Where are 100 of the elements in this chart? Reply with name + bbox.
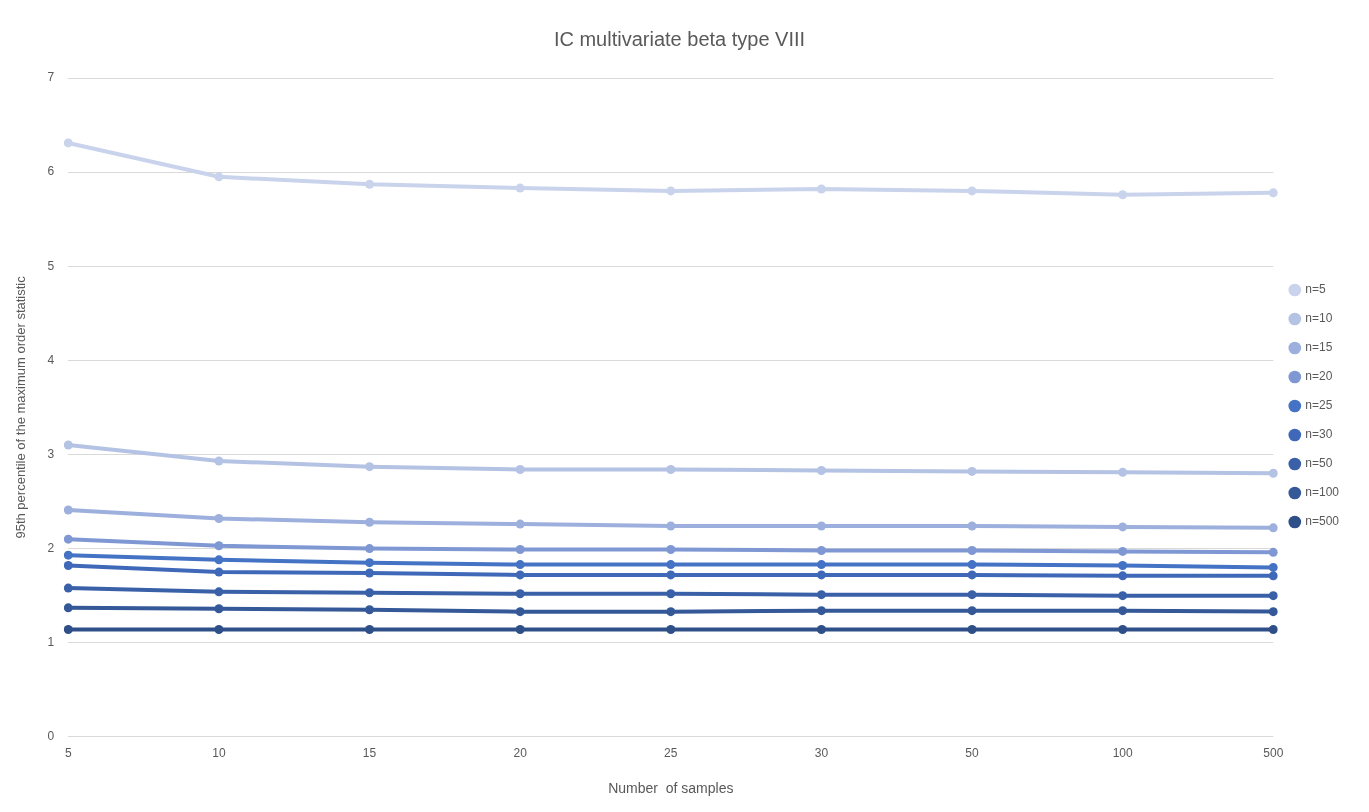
point [967, 560, 977, 570]
x-tick-label: 50 [965, 746, 980, 761]
y-tick-label: 7 [47, 70, 55, 85]
point [515, 183, 525, 193]
point [515, 519, 525, 529]
point [666, 589, 676, 599]
point [816, 570, 826, 580]
point [967, 186, 977, 196]
point [515, 625, 525, 635]
point [214, 625, 224, 635]
x-tick-label: 100 [1112, 746, 1133, 761]
point [63, 138, 73, 148]
point [1118, 467, 1128, 477]
point [365, 605, 375, 615]
point [365, 544, 375, 554]
point [365, 179, 375, 189]
x-tick-label: 30 [814, 746, 829, 761]
point [214, 456, 224, 466]
point [816, 465, 826, 475]
point [666, 625, 676, 635]
point [816, 560, 826, 570]
point [1118, 561, 1128, 571]
x-tick-label: 25 [664, 746, 678, 761]
y-tick-label: 0 [47, 729, 55, 744]
point [365, 588, 375, 598]
point [816, 625, 826, 635]
point [365, 568, 375, 578]
x-axis-title: Number of samples [608, 780, 734, 797]
point [365, 517, 375, 527]
point [1268, 523, 1278, 533]
point [1118, 546, 1128, 556]
point [214, 587, 224, 597]
chart-title: IC multivariate beta type VIII [553, 27, 806, 50]
x-tick-label: 10 [212, 746, 226, 761]
point [666, 570, 676, 580]
point [214, 604, 224, 614]
point [63, 625, 73, 635]
point [63, 583, 73, 593]
point [365, 462, 375, 472]
legend-label: n=500 [1305, 514, 1340, 529]
point [63, 561, 73, 571]
point [1268, 547, 1278, 557]
point [666, 521, 676, 531]
legend-label: n=10 [1305, 311, 1333, 326]
point [63, 505, 73, 515]
point [1118, 606, 1128, 616]
point [1268, 562, 1278, 572]
point [515, 589, 525, 599]
y-tick-label: 4 [47, 352, 55, 367]
point [967, 570, 977, 580]
point [1118, 571, 1128, 581]
point [515, 560, 525, 570]
point [515, 607, 525, 617]
legend-label: n=100 [1305, 485, 1340, 500]
y-tick-label: 2 [47, 540, 55, 555]
point [816, 590, 826, 600]
point [214, 567, 224, 577]
point [365, 625, 375, 635]
point [1268, 468, 1278, 478]
point [63, 603, 73, 613]
point [666, 607, 676, 617]
point [214, 513, 224, 523]
point [365, 558, 375, 568]
y-tick-label: 5 [47, 258, 55, 273]
point [1268, 591, 1278, 601]
point [967, 545, 977, 555]
point [1118, 190, 1128, 200]
point [816, 545, 826, 555]
y-tick-label: 1 [47, 635, 55, 649]
x-tick-label: 500 [1263, 746, 1284, 761]
point [1268, 625, 1278, 635]
point [816, 606, 826, 616]
point [515, 570, 525, 580]
legend-label: n=5 [1305, 282, 1326, 297]
point [515, 545, 525, 555]
point [515, 465, 525, 475]
point [1118, 625, 1128, 635]
y-tick-label: 6 [47, 164, 55, 179]
point [1118, 591, 1128, 601]
point [63, 440, 73, 450]
x-tick-label: 15 [362, 746, 377, 761]
y-axis-title: 95th percentile of the maximum order statistic [13, 275, 29, 539]
point [1268, 571, 1278, 581]
point [214, 172, 224, 182]
x-tick-label: 20 [513, 746, 528, 761]
legend-label: n=20 [1305, 369, 1333, 384]
point [967, 606, 977, 616]
point [666, 545, 676, 555]
point [967, 466, 977, 476]
legend-label: n=15 [1305, 340, 1333, 355]
legend-label: n=50 [1305, 456, 1333, 471]
point [1268, 607, 1278, 617]
point [214, 555, 224, 565]
point [63, 534, 73, 544]
point [967, 625, 977, 635]
point [1118, 522, 1128, 532]
point [666, 465, 676, 475]
point [666, 560, 676, 570]
x-tick-label: 5 [64, 746, 72, 761]
point [214, 541, 224, 551]
